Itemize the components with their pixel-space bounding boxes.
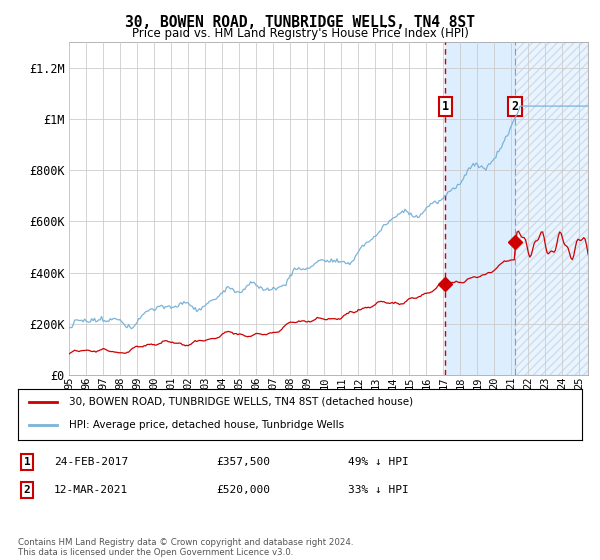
Text: £357,500: £357,500: [216, 457, 270, 467]
Bar: [515, 42, 588, 375]
Text: 49% ↓ HPI: 49% ↓ HPI: [348, 457, 409, 467]
Text: 1: 1: [23, 457, 31, 467]
Text: 12-MAR-2021: 12-MAR-2021: [54, 485, 128, 495]
Text: HPI: Average price, detached house, Tunbridge Wells: HPI: Average price, detached house, Tunb…: [69, 421, 344, 431]
Text: Price paid vs. HM Land Registry's House Price Index (HPI): Price paid vs. HM Land Registry's House …: [131, 27, 469, 40]
Text: 33% ↓ HPI: 33% ↓ HPI: [348, 485, 409, 495]
Text: 24-FEB-2017: 24-FEB-2017: [54, 457, 128, 467]
Text: Contains HM Land Registry data © Crown copyright and database right 2024.
This d: Contains HM Land Registry data © Crown c…: [18, 538, 353, 557]
Text: £520,000: £520,000: [216, 485, 270, 495]
Text: 1: 1: [442, 100, 449, 113]
Text: 30, BOWEN ROAD, TUNBRIDGE WELLS, TN4 8ST (detached house): 30, BOWEN ROAD, TUNBRIDGE WELLS, TN4 8ST…: [69, 397, 413, 407]
Text: 2: 2: [23, 485, 31, 495]
Text: 30, BOWEN ROAD, TUNBRIDGE WELLS, TN4 8ST: 30, BOWEN ROAD, TUNBRIDGE WELLS, TN4 8ST: [125, 15, 475, 30]
Bar: [445, 42, 515, 375]
Text: 2: 2: [511, 100, 518, 113]
